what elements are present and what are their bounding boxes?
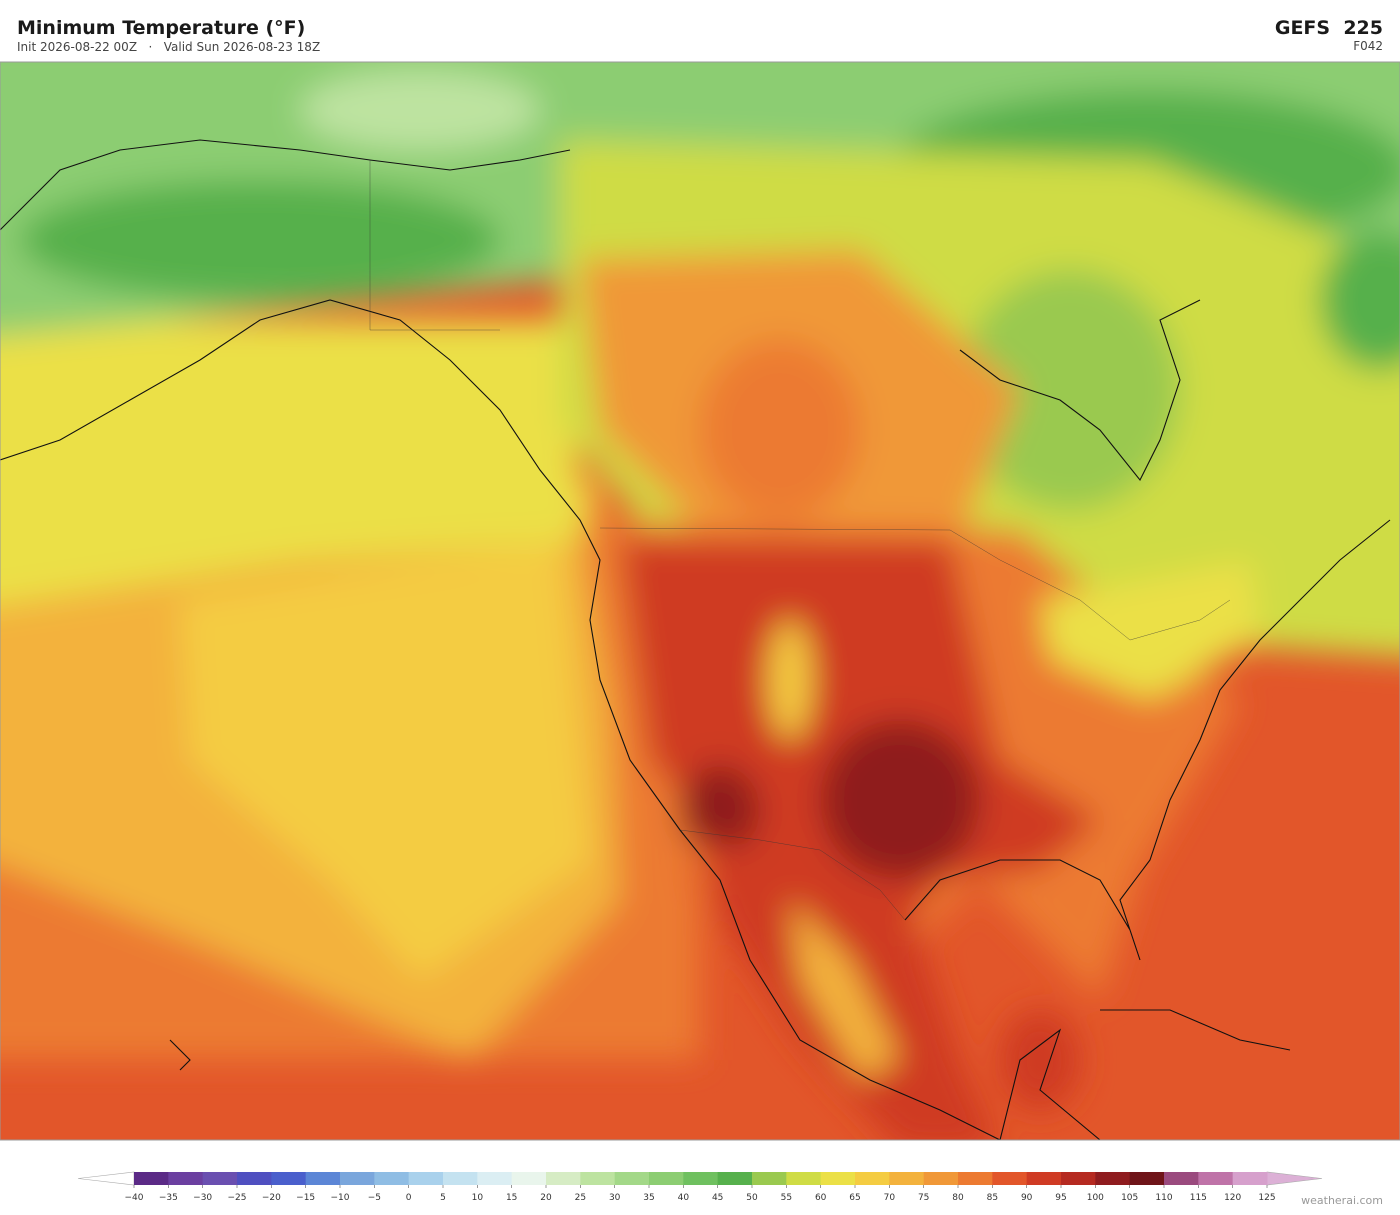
colorbar-bin bbox=[1129, 1172, 1165, 1185]
colorbar-tick-label: 20 bbox=[540, 1193, 552, 1203]
colorbar-tick-label: 50 bbox=[746, 1193, 758, 1203]
colorbar-bin bbox=[580, 1172, 616, 1185]
colorbar-over bbox=[1266, 1171, 1323, 1186]
colorbar-tick-label: 115 bbox=[1190, 1193, 1207, 1203]
colorbar-bin bbox=[374, 1172, 410, 1185]
colorbar-tick-label: 65 bbox=[849, 1193, 860, 1203]
colorbar-tick-label: 120 bbox=[1224, 1193, 1241, 1203]
map-frame bbox=[0, 61, 1400, 1141]
colorbar-tick-label: 80 bbox=[952, 1193, 964, 1203]
colorbar-bin bbox=[1198, 1172, 1234, 1185]
colorbar-tick-label: 85 bbox=[987, 1193, 998, 1203]
credit: weatherai.com bbox=[1301, 1194, 1383, 1207]
colorbar-tick-label: −25 bbox=[228, 1193, 247, 1203]
colorbar-bin bbox=[1232, 1172, 1268, 1185]
colorbar-bin bbox=[752, 1172, 787, 1185]
colorbar-bin bbox=[443, 1172, 478, 1185]
colorbar-tick-label: −15 bbox=[296, 1193, 315, 1203]
colorbar-bin bbox=[1164, 1172, 1199, 1185]
colorbar-bin bbox=[889, 1172, 925, 1185]
colorbar-bin bbox=[786, 1172, 822, 1185]
colorbar-bin bbox=[683, 1172, 719, 1185]
colorbar-bin bbox=[168, 1172, 204, 1185]
colorbar-bin bbox=[477, 1172, 513, 1185]
colorbar-tick-label: 60 bbox=[815, 1193, 827, 1203]
colorbar-tick-label: −35 bbox=[159, 1193, 178, 1203]
colorbar-bin bbox=[202, 1172, 238, 1185]
colorbar-tick-label: −30 bbox=[193, 1193, 212, 1203]
model-label: GEFS 225 bbox=[1275, 17, 1383, 39]
colorbar-tick-label: 100 bbox=[1087, 1193, 1104, 1203]
colorbar-bin bbox=[855, 1172, 890, 1185]
colorbar-bin bbox=[271, 1172, 307, 1185]
colorbar-bin bbox=[649, 1172, 684, 1185]
forecast-hour: F042 bbox=[1353, 39, 1383, 53]
colorbar-bin bbox=[134, 1172, 169, 1185]
colorbar-bin bbox=[614, 1172, 650, 1185]
colorbar-tick-label: 10 bbox=[472, 1193, 484, 1203]
colorbar-tick-label: 75 bbox=[918, 1193, 929, 1203]
colorbar-tick-label: 0 bbox=[406, 1193, 412, 1203]
title: Minimum Temperature (°F) bbox=[17, 17, 305, 39]
colorbar-tick-label: −40 bbox=[125, 1193, 144, 1203]
subtitle: Init 2026-08-22 00Z · Valid Sun 2026-08-… bbox=[17, 40, 320, 54]
colorbar-tick-label: 15 bbox=[506, 1193, 517, 1203]
colorbar-tick-label: 25 bbox=[575, 1193, 586, 1203]
colorbar-bin bbox=[820, 1172, 856, 1185]
colorbar-bin bbox=[923, 1172, 959, 1185]
colorbar-tick-label: 45 bbox=[712, 1193, 723, 1203]
colorbar-tick-label: 5 bbox=[440, 1193, 446, 1203]
colorbar-tick-label: 90 bbox=[1021, 1193, 1033, 1203]
colorbar-bin bbox=[992, 1172, 1028, 1185]
colorbar-bin bbox=[546, 1172, 581, 1185]
colorbar-bin bbox=[958, 1172, 993, 1185]
colorbar-tick-label: −5 bbox=[368, 1193, 381, 1203]
colorbar-bin bbox=[717, 1172, 753, 1185]
colorbar-tick-label: 125 bbox=[1258, 1193, 1275, 1203]
colorbar-tick-label: 40 bbox=[678, 1193, 690, 1203]
colorbar-bin bbox=[305, 1172, 341, 1185]
colorbar-tick-label: 30 bbox=[609, 1193, 621, 1203]
colorbar-bin bbox=[511, 1172, 547, 1185]
colorbar-bin bbox=[237, 1172, 272, 1185]
colorbar-tick-label: 110 bbox=[1155, 1193, 1172, 1203]
colorbar-tick-label: 35 bbox=[643, 1193, 654, 1203]
borders bbox=[369, 160, 1231, 921]
colorbar-tick-label: −10 bbox=[331, 1193, 350, 1203]
colorbar-bin bbox=[340, 1172, 375, 1185]
coastlines bbox=[0, 139, 1391, 1140]
colorbar-tick-label: 70 bbox=[884, 1193, 896, 1203]
map bbox=[0, 62, 1400, 1140]
colorbar: −40 −35 −30 −25 −20 −15 −10 −5 0 5 10 15 20 25 30 35 40 4… bbox=[77, 1171, 1323, 1203]
colorbar-tick-label: 55 bbox=[781, 1193, 792, 1203]
colorbar-bin bbox=[1095, 1172, 1131, 1185]
colorbar-tick-label: 95 bbox=[1055, 1193, 1066, 1203]
colorbar-bin bbox=[408, 1172, 444, 1185]
colorbar-under bbox=[77, 1171, 135, 1186]
colorbar-bin bbox=[1061, 1172, 1096, 1185]
colorbar-tick-label: −20 bbox=[262, 1193, 281, 1203]
colorbar-bin bbox=[1026, 1172, 1062, 1185]
colorbar-tick-label: 105 bbox=[1121, 1193, 1138, 1203]
